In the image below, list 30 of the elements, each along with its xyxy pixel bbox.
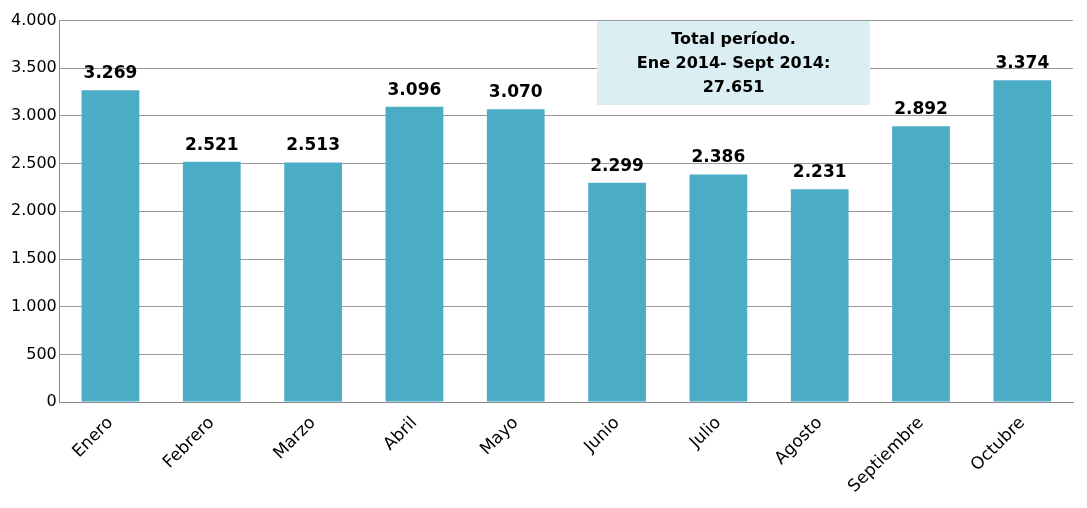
bar [284,162,342,402]
data-label: 2.386 [691,146,746,167]
y-tick-label: 1.500 [10,248,57,268]
y-tick-label: 3.500 [10,57,57,77]
data-label: 2.513 [286,134,340,155]
data-label: 3.374 [995,52,1050,73]
data-label: 2.299 [590,154,644,175]
y-tick-label: 2.000 [10,200,57,220]
y-tick-label: 1.000 [10,295,57,315]
y-tick-label: 3.000 [10,105,57,125]
y-tick-label: 2.500 [10,152,57,172]
data-label: 2.231 [792,161,847,182]
bar [689,174,748,402]
bar [892,126,950,402]
bar [81,90,140,402]
data-label: 3.269 [83,62,138,83]
data-label: 3.070 [488,81,543,102]
y-tick-label: 500 [26,343,57,363]
bar [993,80,1052,402]
bar [486,109,545,402]
data-label: 2.892 [894,98,948,119]
text-box: Total período. Ene 2014- Sept 2014: 27.651 [596,20,871,105]
bar [385,106,444,402]
data-label: 2.521 [184,133,239,154]
bar [790,189,849,402]
y-tick-label: 0 [46,391,57,411]
y-tick-label: 4.000 [10,9,57,29]
bar [588,182,646,402]
bar [182,161,241,402]
data-label: 3.096 [387,78,442,99]
